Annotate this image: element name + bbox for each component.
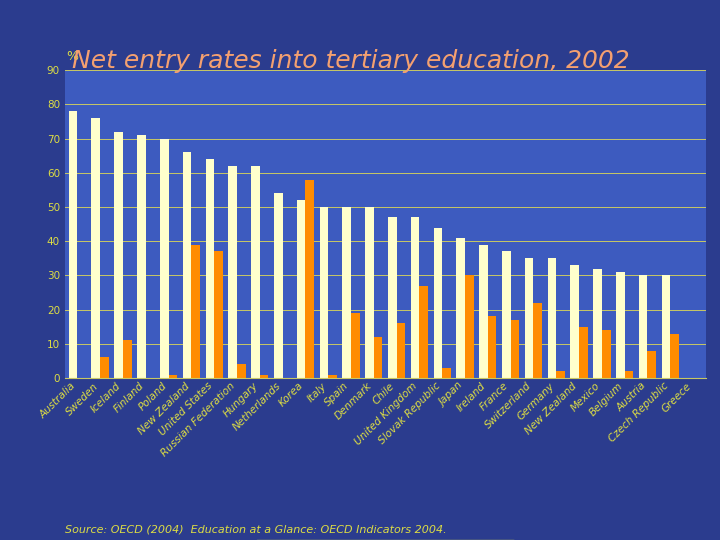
Bar <box>251 166 260 378</box>
Bar <box>297 200 305 378</box>
Bar <box>456 238 465 378</box>
Bar <box>510 320 519 378</box>
Bar <box>137 135 145 378</box>
Bar <box>160 139 168 378</box>
Bar <box>320 207 328 378</box>
Bar <box>442 368 451 378</box>
Text: Net entry rates into tertiary education, 2002: Net entry rates into tertiary education,… <box>72 49 629 72</box>
Bar <box>525 258 534 378</box>
Bar <box>639 275 647 378</box>
Text: %: % <box>66 50 78 63</box>
Bar <box>100 357 109 378</box>
Text: Source: OECD (2004)  Education at a Glance: OECD Indicators 2004.: Source: OECD (2004) Education at a Glanc… <box>65 524 446 535</box>
Bar <box>328 375 337 378</box>
Bar <box>579 327 588 378</box>
Bar <box>305 180 314 378</box>
Bar <box>465 275 474 378</box>
Bar <box>205 159 214 378</box>
Bar <box>670 334 679 378</box>
Bar <box>616 272 625 378</box>
Bar <box>228 166 237 378</box>
Bar <box>68 111 77 378</box>
Bar <box>548 258 557 378</box>
Bar <box>342 207 351 378</box>
Bar <box>168 375 177 378</box>
Bar <box>479 245 488 378</box>
Bar <box>502 252 510 378</box>
Bar <box>237 364 246 378</box>
Bar <box>602 330 611 378</box>
Bar <box>214 252 222 378</box>
Bar <box>397 323 405 378</box>
Bar <box>374 337 382 378</box>
Bar <box>647 350 656 378</box>
Bar <box>351 313 360 378</box>
Bar <box>662 275 670 378</box>
Bar <box>593 268 602 378</box>
Bar <box>388 217 397 378</box>
Bar <box>534 303 542 378</box>
Bar <box>625 371 634 378</box>
Bar <box>123 340 132 378</box>
Bar <box>91 118 100 378</box>
Bar <box>114 132 123 378</box>
Bar <box>570 265 579 378</box>
Bar <box>365 207 374 378</box>
Bar <box>420 286 428 378</box>
Bar <box>488 316 497 378</box>
Bar <box>410 217 420 378</box>
Bar <box>557 371 565 378</box>
Bar <box>274 193 282 378</box>
Bar <box>260 375 269 378</box>
Bar <box>192 245 200 378</box>
Bar <box>183 152 192 378</box>
Bar <box>433 227 442 378</box>
